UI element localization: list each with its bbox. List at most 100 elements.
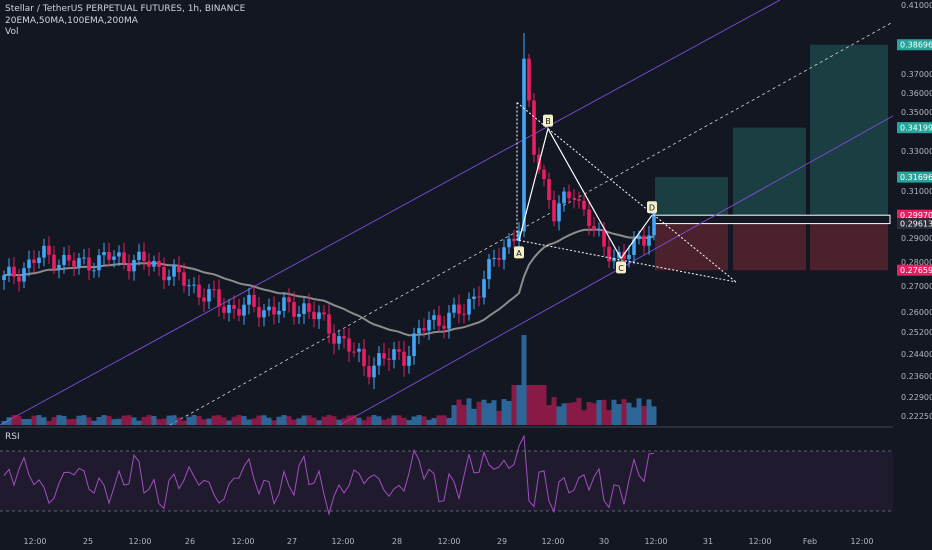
volume-bar xyxy=(76,415,82,425)
volume-bar xyxy=(126,415,132,425)
candle-body xyxy=(342,336,346,339)
volume-bar xyxy=(371,415,377,425)
price-tick: 0.41000 xyxy=(901,1,932,10)
volume-bar xyxy=(411,416,417,425)
pattern-point-3-bg xyxy=(647,201,657,214)
price-marker-label: 0.29970 xyxy=(900,211,932,220)
volume-bar xyxy=(206,418,212,425)
volume-bar xyxy=(561,403,567,425)
candle-body xyxy=(72,260,76,267)
volume-bar xyxy=(246,419,252,425)
candle-body xyxy=(17,276,21,282)
symbol-title[interactable]: Stellar / TetherUS PERPETUAL FUTURES, 1h… xyxy=(5,4,246,14)
candle-body xyxy=(587,209,591,226)
price-marker-label: 0.38696 xyxy=(900,41,932,50)
profit-zone-3 xyxy=(810,44,888,216)
candle-body xyxy=(267,306,271,311)
candle-body xyxy=(337,336,341,344)
price-tick: 0.23600 xyxy=(901,372,932,381)
volume-bar xyxy=(31,415,37,425)
volume-bar xyxy=(481,399,487,425)
volume-bar xyxy=(41,417,47,425)
price-marker-label: 0.27659 xyxy=(900,266,932,275)
volume-bar xyxy=(321,416,327,425)
price-marker-bg xyxy=(897,209,932,221)
candle-body xyxy=(452,304,456,313)
price-tick: 0.26000 xyxy=(901,308,932,317)
volume-bar xyxy=(606,410,612,425)
candle-body xyxy=(92,270,96,272)
volume-bar xyxy=(356,417,362,425)
time-tick: 12:00 xyxy=(850,537,873,546)
candle-body xyxy=(222,306,226,313)
price-axis[interactable]: 0.41000 0.37000 0.36000 0.35000 0.33000 0.310… xyxy=(893,0,932,550)
candle-body xyxy=(487,259,491,280)
indicator-legend[interactable]: 20EMA,50MA,100EMA,200MA xyxy=(5,16,138,26)
volume-bar xyxy=(216,415,222,425)
volume-bar xyxy=(91,420,97,425)
time-tick: 25 xyxy=(83,537,93,546)
volume-bar xyxy=(36,415,42,425)
volume-bar xyxy=(346,415,352,425)
candle-body xyxy=(302,303,306,314)
candle-body xyxy=(637,235,641,240)
candle-body xyxy=(497,258,501,260)
volume-bar xyxy=(211,415,217,425)
candle-body xyxy=(392,349,396,360)
loss-zone-2 xyxy=(733,223,806,271)
volume-bar xyxy=(271,420,277,425)
candle-body xyxy=(7,266,11,276)
volume-bar xyxy=(166,415,172,425)
pattern-leg-xb xyxy=(516,102,549,129)
volume-legend[interactable]: Vol xyxy=(5,27,19,37)
volume-bar xyxy=(526,385,532,425)
volume-bar xyxy=(131,417,137,425)
candle-body xyxy=(542,169,546,180)
price-tick: 0.36000 xyxy=(901,89,932,98)
candle-body xyxy=(447,312,451,329)
channel-upper xyxy=(0,0,781,426)
candle-body xyxy=(292,302,296,317)
position-zones xyxy=(654,44,891,271)
volume-bar xyxy=(601,399,607,425)
entry-box xyxy=(654,214,891,225)
pattern-point-2-bg xyxy=(616,261,626,274)
volume-bar xyxy=(396,415,402,425)
volume-bar xyxy=(181,420,187,425)
candle-body xyxy=(522,58,526,232)
volume-bar xyxy=(576,397,582,425)
candle-body xyxy=(2,275,6,280)
volume-bar xyxy=(641,405,647,425)
candle-body xyxy=(652,212,656,236)
time-tick: 12:00 xyxy=(231,537,254,546)
time-tick: 12:00 xyxy=(23,537,46,546)
volume-bar xyxy=(441,415,447,425)
price-marker-bg xyxy=(897,39,932,51)
candle-body xyxy=(367,366,371,378)
volume-bar xyxy=(501,399,507,425)
rsi-legend[interactable]: RSI xyxy=(5,432,20,442)
volume-bar xyxy=(71,418,77,425)
candle-body xyxy=(622,251,626,260)
profit-zone-2 xyxy=(733,127,806,216)
time-tick: Feb xyxy=(803,537,817,546)
candle-body xyxy=(147,261,151,267)
candle-body xyxy=(157,260,161,267)
volume-bar xyxy=(556,406,562,425)
volume-bar xyxy=(81,415,87,425)
candle-body xyxy=(607,246,611,262)
volume-bar xyxy=(566,402,572,425)
volume-bar xyxy=(106,415,112,425)
candle-body xyxy=(152,260,156,267)
time-axis[interactable]: 12:00 25 12:00 26 12:00 27 12:00 28 12:00 29 12:00… xyxy=(23,537,873,546)
volume-bar xyxy=(466,398,472,425)
volume-bar xyxy=(476,401,482,425)
volume-bar xyxy=(286,416,292,425)
candle-body xyxy=(247,295,251,305)
time-tick: 29 xyxy=(497,537,507,546)
candle-body xyxy=(362,348,366,367)
candle-body xyxy=(527,58,531,101)
volume-bar xyxy=(226,420,232,425)
volume-bar xyxy=(446,417,452,425)
